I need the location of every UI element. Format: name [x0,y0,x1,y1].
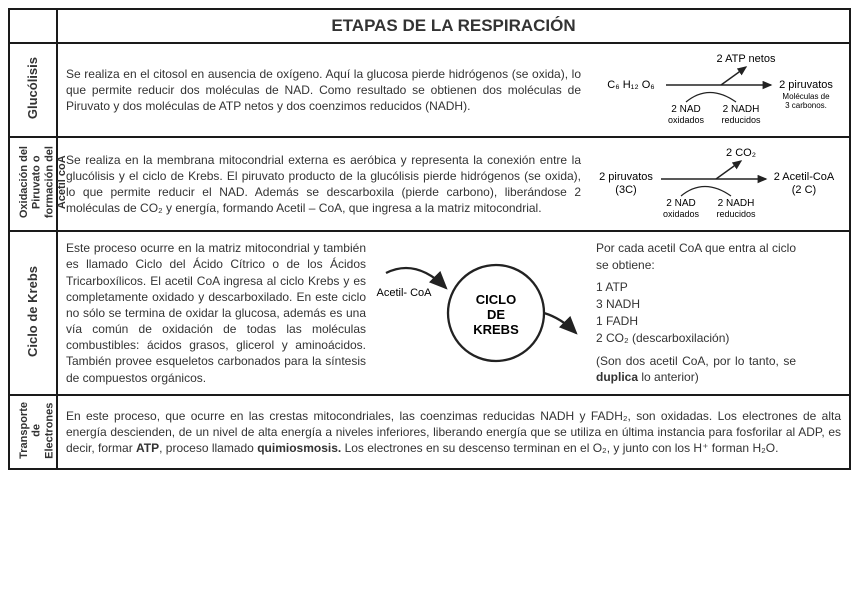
o-left1: 2 piruvatos [599,171,653,183]
g-bl2: oxidados [668,115,705,125]
o-br1: 2 NADH [718,198,755,209]
desc-glucolisis: Se realiza en el citosol en ausencia de … [66,66,581,115]
o-bl2: oxidados [663,209,700,219]
desc-krebs: Este proceso ocurre en la matriz mitocon… [66,240,366,386]
o-right2: (2 C) [792,184,816,196]
k-out-2: 3 NADH [596,296,796,313]
row-krebs: Ciclo de Krebs Este proceso ocurre en la… [9,231,850,395]
content-transporte: En este proceso, que ocurre en las crest… [57,395,850,469]
respiration-stages-table: ETAPAS DE LA RESPIRACIÓN Glucólisis Se r… [8,8,851,470]
t-b1: ATP [136,441,159,455]
t-b2: quimiosmosis. [257,441,341,455]
g-br1: 2 NADH [723,104,760,115]
g-right2: Moléculas de [782,92,830,101]
krebs-outputs: Por cada acetil CoA que entra al ciclo s… [596,240,796,386]
diagram-glucolisis: 2 ATP netos C₆ H₁₂ O₆ 2 piruvatos Molécu… [591,50,841,130]
t-mid: , proceso llamado [159,441,257,455]
k-out-3: 1 FADH [596,313,796,330]
content-oxidacion: Se realiza en la membrana mitocondrial e… [57,137,850,231]
row-glucolisis: Glucólisis Se realiza en el citosol en a… [9,43,850,137]
k-c3: KREBS [473,322,519,337]
diagram-oxidacion: 2 CO₂ 2 piruvatos (3C) 2 Acetil-CoA (2 C… [591,144,841,224]
o-br2: reducidos [716,209,756,219]
label-krebs: Ciclo de Krebs [9,231,57,395]
desc-oxidacion: Se realiza en la membrana mitocondrial e… [66,152,581,217]
k-out-4: 2 CO₂ (descarboxilación) [596,330,796,347]
g-right3: 3 carbonos. [785,101,827,110]
o-top: 2 CO₂ [726,147,756,159]
table-title: ETAPAS DE LA RESPIRACIÓN [57,9,850,43]
header-empty-cell [9,9,57,43]
g-right1: 2 piruvatos [779,79,833,91]
o-left2: (3C) [615,184,636,196]
k-out-note: (Son dos acetil CoA, por lo tanto, se du… [596,353,796,387]
label-glucolisis: Glucólisis [9,43,57,137]
label-transporte: Transporte de Electrones [9,395,57,469]
row-oxidacion: Oxidación del Piruvato o formación del A… [9,137,850,231]
g-left: C₆ H₁₂ O₆ [607,79,654,91]
g-top: 2 ATP netos [717,53,776,65]
k-out-intro: Por cada acetil CoA que entra al ciclo s… [596,240,796,274]
k-c2: DE [487,307,505,322]
o-bl1: 2 NAD [666,198,695,209]
k-c1: CICLO [476,292,516,307]
row-transporte: Transporte de Electrones En este proceso… [9,395,850,469]
g-bl1: 2 NAD [671,104,700,115]
t-post: Los electrones en su descenso terminan e… [341,441,778,455]
content-glucolisis: Se realiza en el citosol en ausencia de … [57,43,850,137]
diagram-krebs: Acetil- CoA CICLO DE KREBS [376,238,586,388]
k-in: Acetil- CoA [376,287,432,299]
o-right1: 2 Acetil-CoA [774,171,835,183]
label-oxidacion: Oxidación del Piruvato o formación del A… [9,137,57,231]
k-out-1: 1 ATP [596,279,796,296]
g-br2: reducidos [721,115,761,125]
content-krebs: Este proceso ocurre en la matriz mitocon… [57,231,850,395]
